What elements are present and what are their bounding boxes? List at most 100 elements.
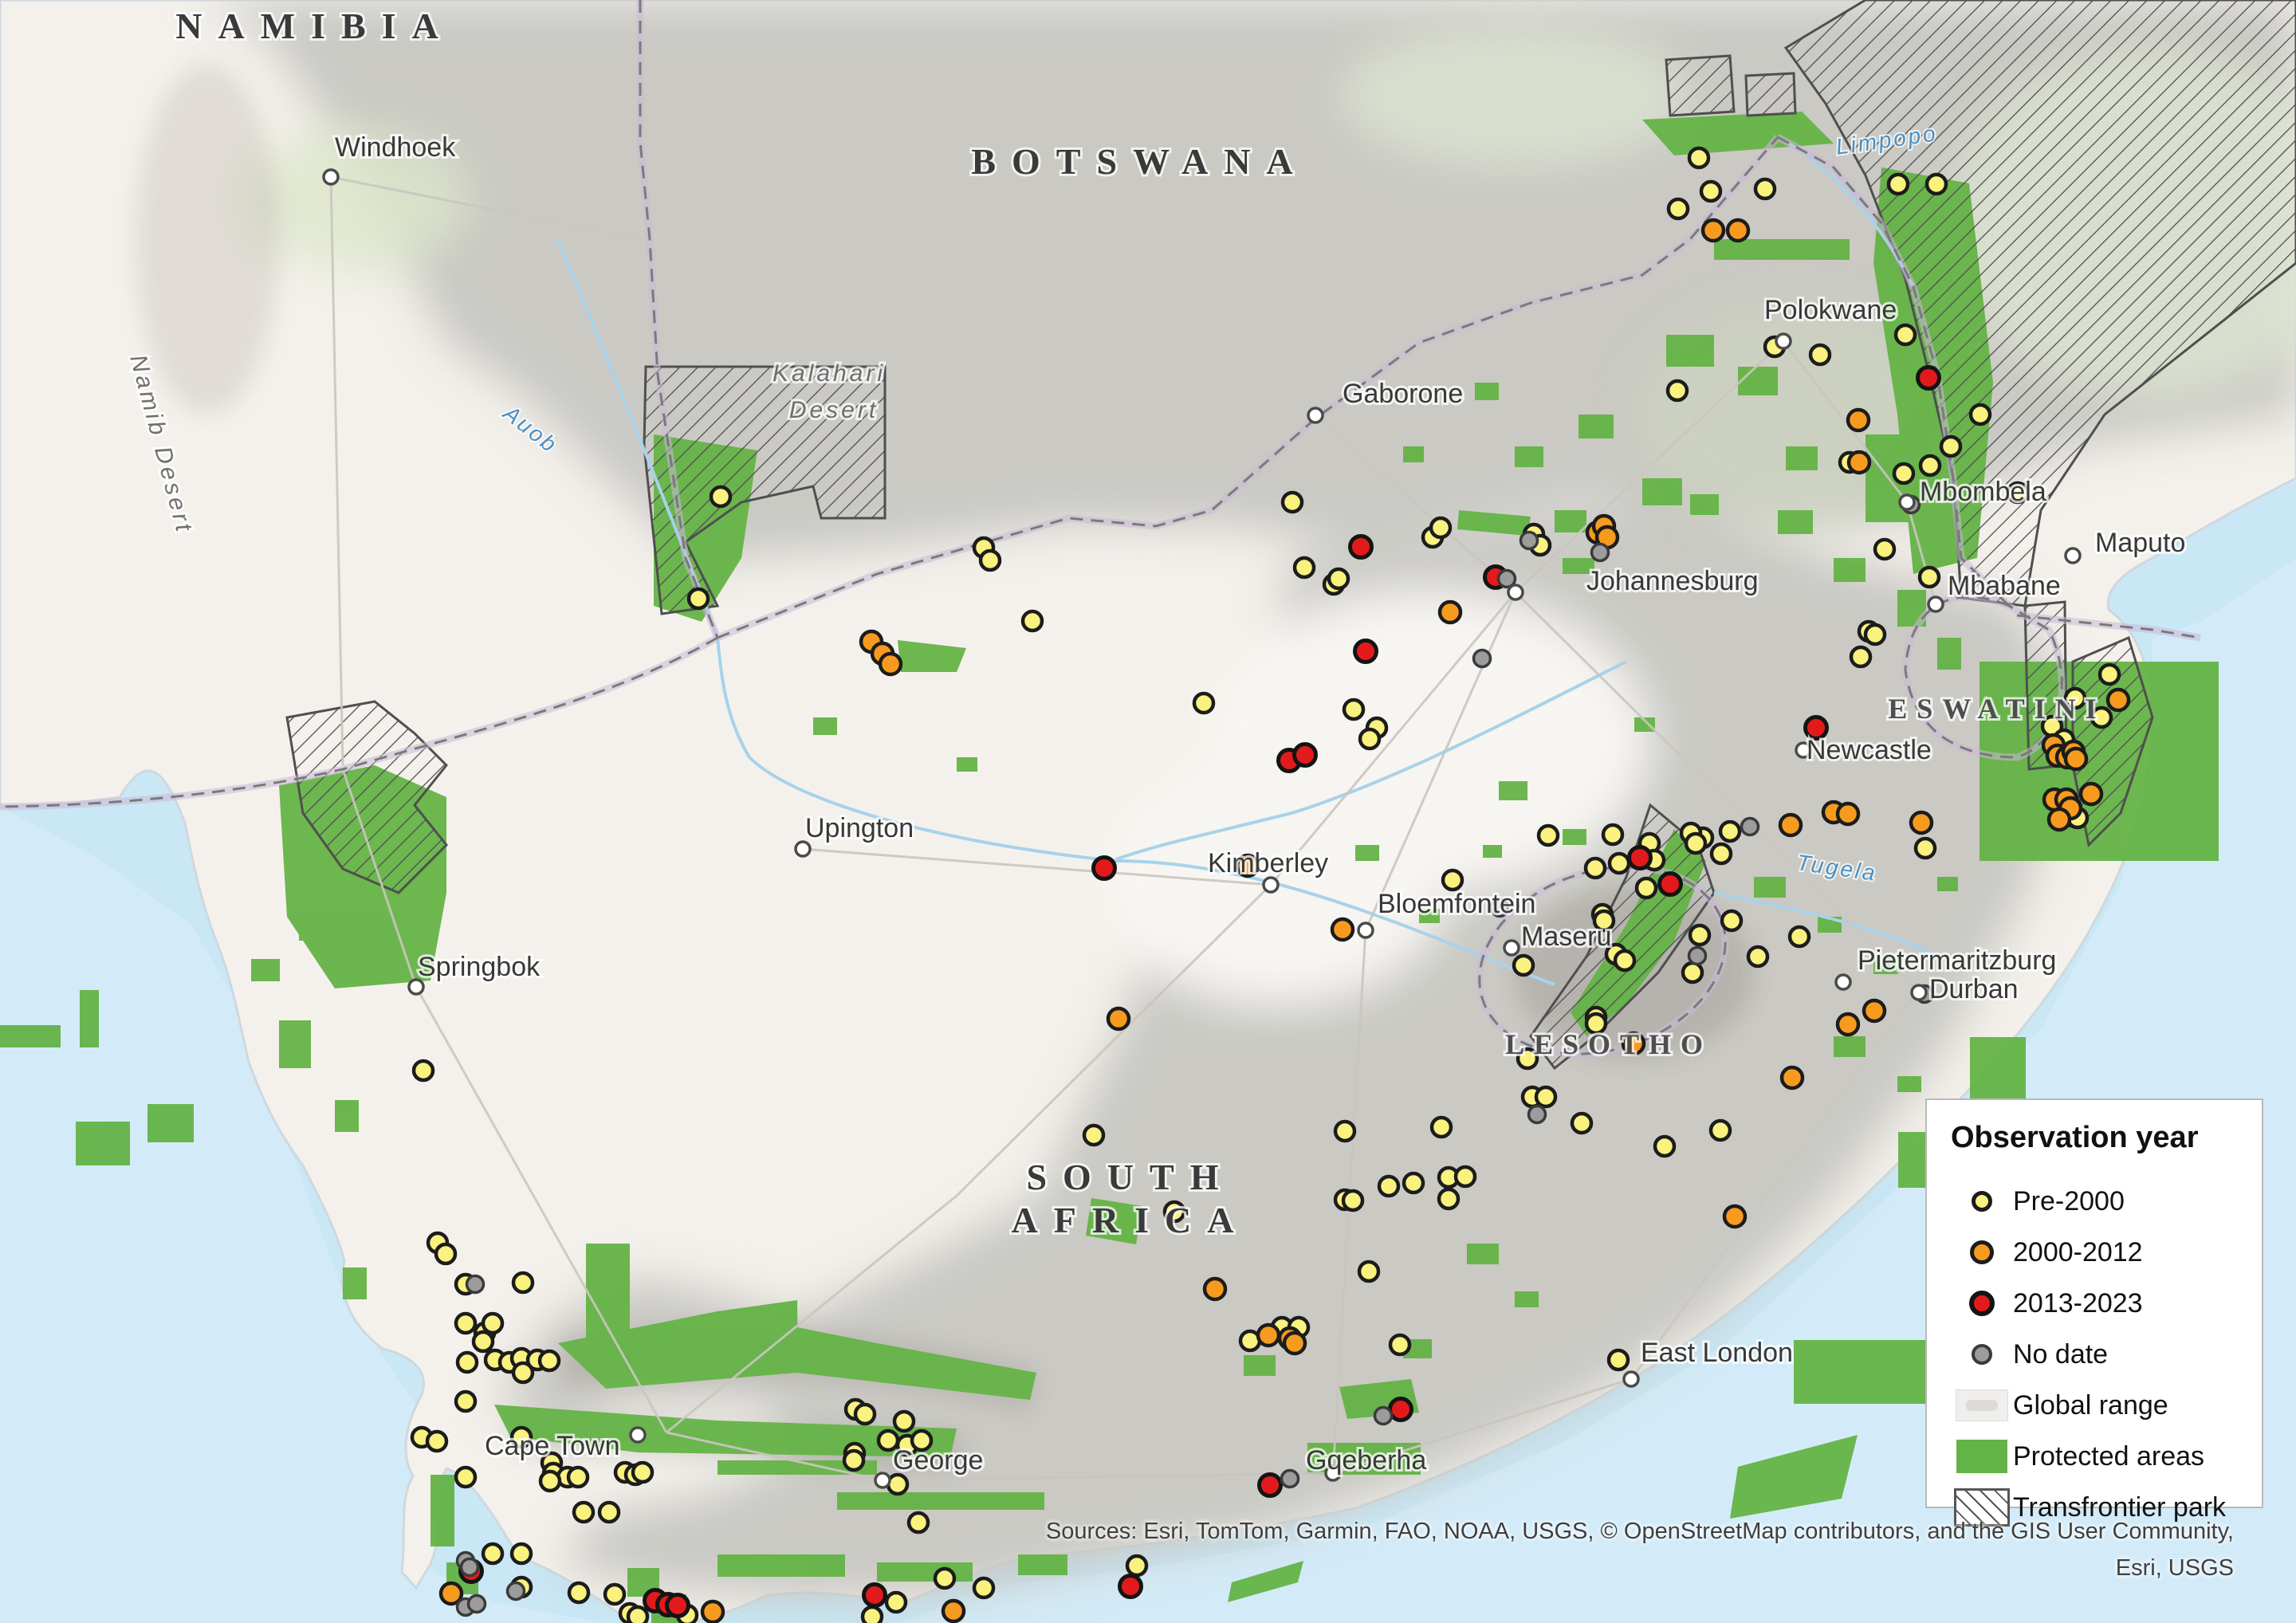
observation-point-pre[interactable]: [2090, 705, 2113, 729]
observation-point-pre[interactable]: [853, 1402, 877, 1426]
observation-point-pre[interactable]: [884, 1590, 908, 1614]
observation-point-pre[interactable]: [1162, 1200, 1186, 1224]
observation-point-nodate[interactable]: [465, 1274, 486, 1295]
observation-point-pre[interactable]: [509, 1542, 533, 1566]
observation-point-pre[interactable]: [411, 1059, 435, 1083]
observation-point-pre[interactable]: [1437, 1187, 1461, 1211]
observation-point-pre[interactable]: [910, 1428, 934, 1452]
observation-point-mid[interactable]: [2046, 807, 2072, 832]
observation-point-pre[interactable]: [906, 1511, 930, 1535]
observation-point-pre[interactable]: [1512, 953, 1535, 977]
observation-point-pre[interactable]: [1808, 343, 1832, 367]
observation-point-pre[interactable]: [886, 1472, 910, 1496]
observation-point-pre[interactable]: [1873, 537, 1897, 561]
observation-point-mid[interactable]: [1835, 801, 1861, 827]
observation-point-nodate[interactable]: [459, 1557, 480, 1578]
observation-point-pre[interactable]: [1601, 823, 1625, 847]
observation-point-mid[interactable]: [1282, 1330, 1307, 1356]
observation-point-late[interactable]: [1257, 1472, 1283, 1498]
observation-point-mid[interactable]: [1909, 810, 1934, 835]
observation-point-pre[interactable]: [972, 1576, 996, 1600]
observation-point-pre[interactable]: [1516, 1047, 1539, 1071]
observation-point-nodate[interactable]: [466, 1594, 487, 1614]
observation-point-nodate[interactable]: [1687, 945, 1708, 966]
observation-point-nodate[interactable]: [1740, 816, 1760, 837]
observation-point-mid[interactable]: [1846, 407, 1871, 433]
observation-point-pre[interactable]: [1402, 1171, 1425, 1195]
observation-point-nodate[interactable]: [1489, 898, 1510, 918]
observation-point-pre[interactable]: [1388, 1333, 1412, 1357]
observation-point-pre[interactable]: [1357, 1259, 1381, 1283]
observation-point-pre[interactable]: [1342, 698, 1366, 721]
observation-point-pre[interactable]: [1606, 1348, 1630, 1372]
observation-point-pre[interactable]: [1917, 565, 1941, 589]
observation-point-mid[interactable]: [1846, 450, 1872, 475]
observation-point-late[interactable]: [1388, 1397, 1413, 1422]
observation-point-late[interactable]: [862, 1582, 887, 1608]
observation-point-mid[interactable]: [878, 651, 903, 677]
observation-point-pre[interactable]: [1341, 1189, 1365, 1212]
observation-point-nodate[interactable]: [1472, 648, 1492, 669]
observation-point-pre[interactable]: [1327, 567, 1350, 591]
observation-point-pre[interactable]: [509, 1425, 533, 1449]
observation-point-mid[interactable]: [1700, 218, 1726, 243]
observation-point-pre[interactable]: [572, 1500, 596, 1524]
observation-point-pre[interactable]: [1613, 949, 1637, 973]
observation-point-pre[interactable]: [1333, 1119, 1357, 1143]
observation-point-mid[interactable]: [1725, 218, 1751, 243]
observation-point-pre[interactable]: [454, 1311, 478, 1335]
observation-point-pre[interactable]: [597, 1500, 621, 1524]
observation-point-mid[interactable]: [1256, 1322, 1281, 1348]
observation-point-mid[interactable]: [941, 1598, 966, 1623]
observation-point-late[interactable]: [665, 1593, 690, 1618]
observation-point-nodate[interactable]: [1527, 1104, 1547, 1125]
observation-point-pre[interactable]: [1377, 1174, 1401, 1198]
observation-point-pre[interactable]: [471, 1330, 495, 1354]
observation-point-pre[interactable]: [626, 1605, 650, 1623]
observation-point-pre[interactable]: [1358, 727, 1382, 751]
observation-point-pre[interactable]: [842, 1448, 866, 1472]
observation-point-pre[interactable]: [1536, 823, 1560, 847]
observation-point-pre[interactable]: [454, 1389, 478, 1413]
observation-point-pre[interactable]: [2097, 662, 2121, 686]
observation-point-pre[interactable]: [1020, 609, 1044, 633]
observation-point-pre[interactable]: [511, 1361, 535, 1385]
observation-point-mid[interactable]: [700, 1599, 725, 1623]
observation-point-late[interactable]: [1657, 871, 1683, 897]
observation-point-mid[interactable]: [1202, 1276, 1228, 1302]
observation-point-late[interactable]: [1091, 855, 1117, 881]
observation-point-pre[interactable]: [1280, 490, 1304, 514]
observation-point-pre[interactable]: [1453, 1165, 1477, 1189]
observation-point-pre[interactable]: [1665, 379, 1689, 403]
observation-point-pre[interactable]: [1708, 1118, 1732, 1142]
observation-point-pre[interactable]: [1583, 856, 1607, 880]
observation-point-pre[interactable]: [454, 1465, 478, 1489]
observation-point-nodate[interactable]: [1496, 568, 1517, 589]
observation-point-mid[interactable]: [1862, 998, 1887, 1024]
observation-point-pre[interactable]: [1292, 556, 1316, 580]
observation-point-late[interactable]: [1803, 715, 1829, 741]
observation-point-pre[interactable]: [1699, 179, 1723, 203]
observation-point-pre[interactable]: [537, 1349, 561, 1373]
observation-point-pre[interactable]: [1684, 831, 1708, 855]
observation-point-pre[interactable]: [1441, 868, 1464, 892]
observation-point-mid[interactable]: [2078, 781, 2104, 807]
observation-point-pre[interactable]: [481, 1311, 505, 1335]
observation-point-pre[interactable]: [2063, 686, 2087, 710]
observation-point-pre[interactable]: [631, 1460, 655, 1484]
observation-point-mid[interactable]: [1779, 1065, 1805, 1091]
observation-point-pre[interactable]: [1709, 842, 1733, 866]
observation-point-pre[interactable]: [603, 1582, 627, 1606]
observation-point-mid[interactable]: [1235, 853, 1260, 878]
observation-point-pre[interactable]: [566, 1465, 590, 1489]
observation-point-late[interactable]: [1292, 742, 1318, 768]
observation-point-mid[interactable]: [2105, 687, 2131, 713]
observation-point-pre[interactable]: [686, 587, 710, 611]
observation-point-pre[interactable]: [1849, 645, 1873, 669]
observation-point-pre[interactable]: [1968, 403, 1992, 426]
observation-point-pre[interactable]: [1892, 462, 1916, 485]
observation-point-pre[interactable]: [567, 1581, 591, 1605]
observation-point-pre[interactable]: [1125, 1554, 1149, 1578]
observation-point-pre[interactable]: [1666, 197, 1690, 221]
